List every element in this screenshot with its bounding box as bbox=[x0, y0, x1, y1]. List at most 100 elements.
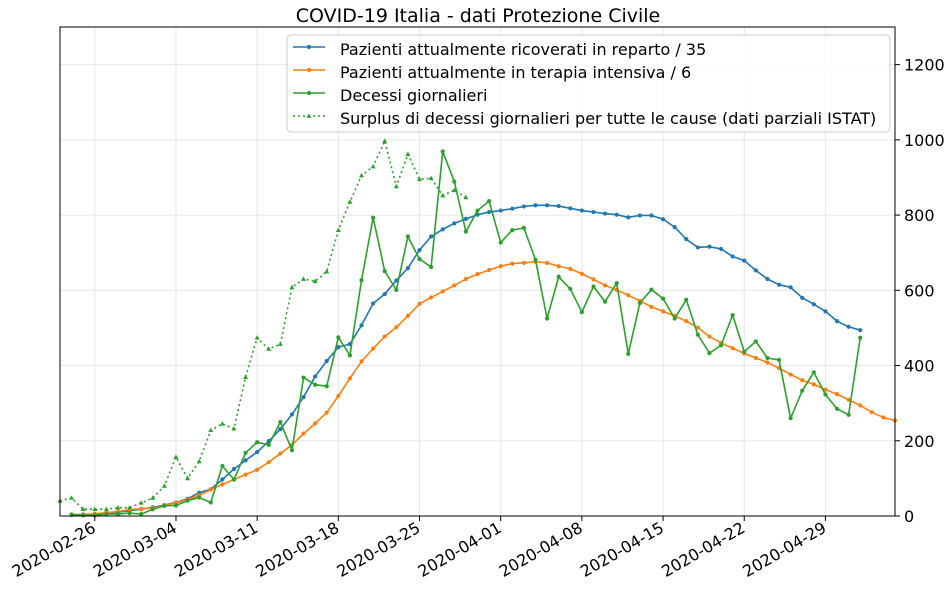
series-point-0 bbox=[336, 345, 341, 350]
series-point-2 bbox=[568, 286, 573, 291]
series-point-0 bbox=[521, 204, 526, 209]
series-point-3 bbox=[417, 176, 422, 182]
series-point-2 bbox=[742, 349, 747, 354]
series-point-1 bbox=[753, 355, 758, 361]
series-point-3 bbox=[451, 187, 457, 193]
series-point-1 bbox=[626, 293, 631, 298]
series-point-3 bbox=[359, 172, 364, 178]
series-point-3 bbox=[324, 268, 330, 274]
series-point-2 bbox=[127, 510, 132, 516]
series-point-2 bbox=[173, 503, 179, 508]
series-point-1 bbox=[579, 271, 584, 276]
series-point-0 bbox=[417, 247, 422, 253]
legend-markers bbox=[293, 44, 325, 118]
series-point-2 bbox=[510, 228, 515, 233]
series-point-0 bbox=[301, 395, 306, 400]
series-point-2 bbox=[707, 351, 712, 356]
series-point-0 bbox=[614, 212, 619, 217]
series-point-2 bbox=[417, 256, 422, 262]
series-point-2 bbox=[788, 416, 793, 421]
series-point-0 bbox=[707, 244, 712, 249]
series-point-2 bbox=[626, 351, 631, 356]
series-point-0 bbox=[579, 208, 584, 213]
series-point-1 bbox=[660, 309, 666, 314]
series-point-3 bbox=[243, 374, 249, 380]
series-point-0 bbox=[858, 328, 863, 333]
series-point-2 bbox=[313, 382, 318, 387]
series-point-1 bbox=[324, 410, 329, 415]
series-point-3 bbox=[428, 175, 434, 181]
series-point-3 bbox=[277, 341, 283, 346]
series-layer bbox=[57, 138, 898, 518]
series-point-2 bbox=[429, 264, 434, 270]
legend-label-terapia-intensiva: Pazienti attualmente in terapia intensiv… bbox=[340, 63, 691, 82]
series-point-1 bbox=[602, 283, 608, 288]
legend-label-decessi: Decessi giornalieri bbox=[340, 86, 487, 105]
series-point-1 bbox=[220, 482, 225, 487]
series-point-0 bbox=[602, 211, 608, 216]
y-tick-label: 1200 bbox=[904, 56, 945, 75]
series-point-1 bbox=[405, 313, 411, 318]
series-point-2 bbox=[660, 296, 666, 301]
series-point-2 bbox=[220, 463, 225, 469]
series-point-2 bbox=[81, 513, 86, 518]
series-point-1 bbox=[429, 295, 434, 300]
series-point-3 bbox=[219, 421, 225, 426]
series-point-3 bbox=[92, 506, 98, 512]
series-point-1 bbox=[684, 319, 689, 324]
series-point-1 bbox=[486, 267, 492, 273]
legend-marker-0 bbox=[306, 44, 312, 50]
series-point-1 bbox=[382, 334, 387, 339]
series-point-0 bbox=[510, 206, 515, 211]
y-tick-label: 200 bbox=[904, 432, 935, 451]
series-point-1 bbox=[208, 487, 213, 492]
series-point-3 bbox=[196, 458, 202, 464]
series-point-2 bbox=[730, 313, 735, 318]
series-point-2 bbox=[533, 257, 538, 262]
series-point-0 bbox=[660, 217, 666, 222]
series-point-3 bbox=[405, 151, 411, 156]
series-point-2 bbox=[255, 440, 260, 445]
series-point-0 bbox=[371, 301, 376, 306]
series-point-0 bbox=[498, 208, 503, 213]
series-point-1 bbox=[139, 506, 144, 511]
series-point-0 bbox=[846, 324, 851, 329]
series-point-1 bbox=[834, 392, 840, 397]
series-point-3 bbox=[266, 346, 272, 351]
series-point-0 bbox=[405, 266, 411, 271]
chart-title: COVID-19 Italia - dati Protezione Civile bbox=[296, 5, 660, 27]
series-point-2 bbox=[266, 442, 271, 448]
series-point-0 bbox=[278, 427, 283, 432]
series-point-2 bbox=[811, 370, 816, 375]
y-tick-label: 1000 bbox=[904, 131, 945, 150]
series-point-2 bbox=[753, 339, 758, 344]
series-point-2 bbox=[139, 512, 144, 517]
series-point-1 bbox=[707, 334, 712, 339]
series-point-0 bbox=[255, 449, 260, 455]
y-tick-label: 800 bbox=[904, 206, 935, 225]
series-point-2 bbox=[150, 507, 155, 512]
series-point-2 bbox=[162, 503, 167, 508]
y-tick-label: 0 bbox=[904, 507, 914, 526]
series-point-2 bbox=[115, 512, 121, 517]
series-point-3 bbox=[150, 495, 156, 500]
series-point-1 bbox=[417, 301, 422, 306]
series-point-2 bbox=[684, 297, 689, 302]
series-point-3 bbox=[335, 227, 341, 232]
series-point-1 bbox=[347, 376, 353, 381]
series-point-0 bbox=[684, 237, 689, 242]
series-point-2 bbox=[800, 388, 805, 393]
series-point-2 bbox=[637, 300, 642, 306]
series-point-1 bbox=[858, 403, 863, 408]
series-point-3 bbox=[138, 500, 144, 505]
series-point-0 bbox=[672, 225, 677, 230]
series-point-2 bbox=[463, 229, 469, 234]
series-point-0 bbox=[718, 246, 724, 252]
series-point-2 bbox=[672, 316, 677, 321]
series-point-0 bbox=[220, 477, 225, 482]
series-point-3 bbox=[69, 495, 75, 500]
series-point-3 bbox=[463, 194, 469, 200]
series-point-0 bbox=[626, 215, 631, 220]
series-point-1 bbox=[313, 421, 318, 426]
series-point-0 bbox=[544, 203, 550, 208]
